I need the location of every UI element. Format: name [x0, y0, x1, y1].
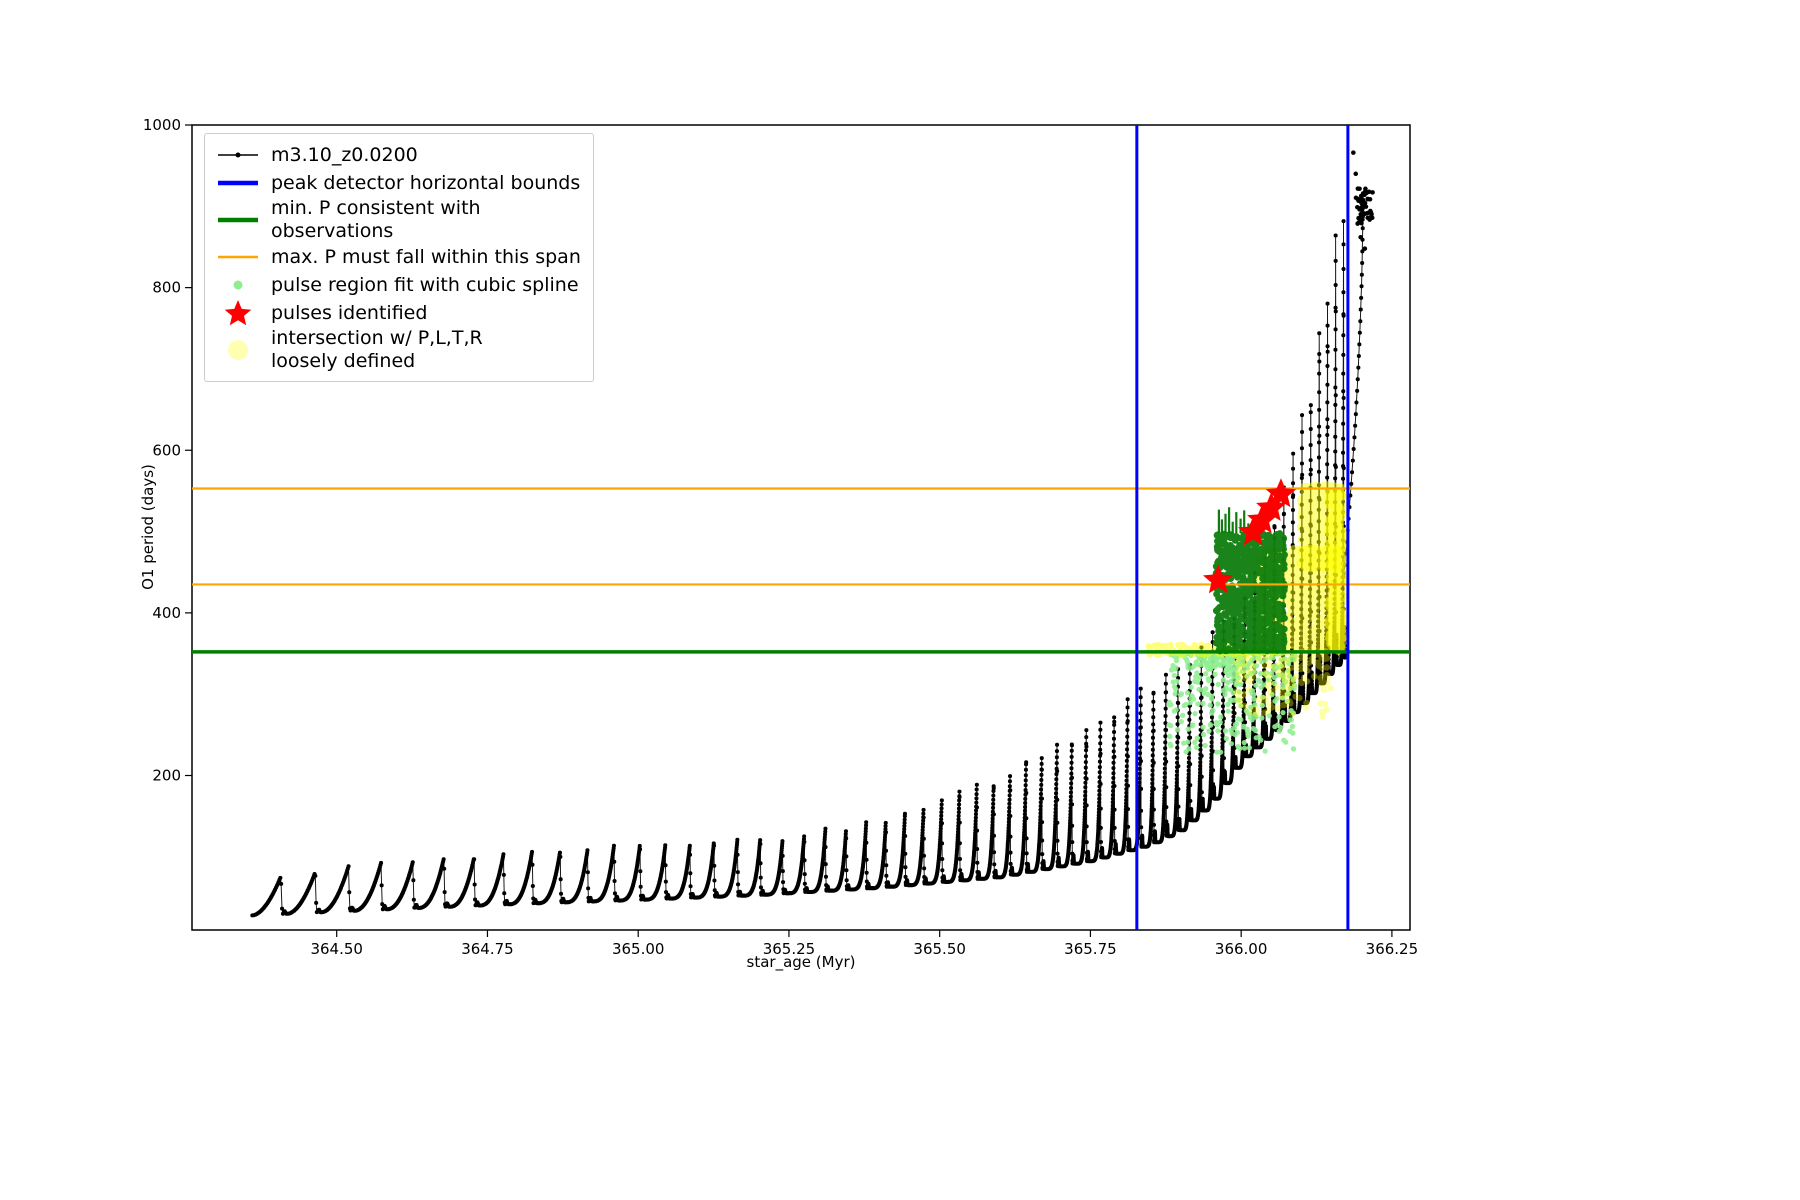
- peak-detector-bounds: [1135, 125, 1350, 930]
- pulse-star-marker: [1256, 492, 1287, 521]
- pulse-region-scatter: [1166, 650, 1298, 755]
- legend-item-5: pulses identified: [215, 299, 583, 327]
- y-axis-label: O1 period (days): [139, 464, 157, 590]
- y-tick-label: 600: [152, 441, 181, 459]
- y-tick-label: 1000: [143, 116, 181, 134]
- legend-item-6: intersection w/ P,L,T,R loosely defined: [215, 327, 583, 373]
- x-tick-label: 365.00: [612, 940, 665, 958]
- legend-item-0: m3.10_z0.0200: [215, 141, 583, 169]
- x-tick-label: 366.25: [1366, 940, 1419, 958]
- y-tick-label: 400: [152, 604, 181, 622]
- small-dot-swatch-icon: [233, 280, 243, 290]
- thick-line-swatch-icon: [218, 217, 258, 223]
- star-swatch-icon: [224, 300, 252, 326]
- legend-item-2: min. P consistent with observations: [215, 197, 583, 243]
- axes-frame: [191, 124, 1411, 931]
- legend-label-6: intersection w/ P,L,T,R loosely defined: [271, 327, 483, 372]
- x-tick-label: 365.50: [913, 940, 966, 958]
- pulse-star-marker: [1203, 564, 1234, 594]
- pulses-identified-stars: [1203, 478, 1297, 594]
- x-axis-ticks: 364.50 364.75 365.00 365.25 365.50 365.75 366.…: [310, 930, 1418, 958]
- terminal-cluster: [1351, 150, 1375, 251]
- max-period-span-lines: [192, 487, 1410, 586]
- series-line-swatch-icon: [218, 152, 258, 158]
- legend-label-5: pulses identified: [271, 301, 428, 324]
- thick-line-swatch-icon: [218, 180, 258, 186]
- pulse-star-marker: [1247, 504, 1278, 534]
- legend-swatch-1: [215, 169, 261, 197]
- green-cluster-cloud: [1212, 530, 1288, 655]
- x-tick-label: 366.00: [1215, 940, 1268, 958]
- y-tick-label: 200: [152, 767, 181, 785]
- y-axis-ticks: 200 400 600 800 1000: [143, 116, 192, 785]
- line-swatch-icon: [218, 255, 258, 259]
- legend-item-4: pulse region fit with cubic spline: [215, 271, 583, 299]
- intersection-cloud-3: [1232, 647, 1334, 720]
- legend-item-1: peak detector horizontal bounds: [215, 169, 583, 197]
- legend-label-3: max. P must fall within this span: [271, 245, 581, 268]
- pulse-star-marker: [1238, 516, 1269, 546]
- legend-swatch-3: [215, 243, 261, 271]
- legend-label-4: pulse region fit with cubic spline: [271, 273, 579, 296]
- legend-label-1: peak detector horizontal bounds: [271, 171, 581, 194]
- intersection-cloud-2: [1324, 486, 1348, 655]
- x-tick-label: 364.75: [461, 940, 514, 958]
- pulse-star-marker: [1265, 478, 1297, 508]
- big-dot-swatch-icon: [228, 340, 248, 360]
- y-tick-label: 800: [152, 279, 181, 297]
- legend-swatch-2: [215, 206, 261, 234]
- x-axis-label: star_age (Myr): [746, 953, 856, 971]
- x-tick-label: 365.75: [1064, 940, 1117, 958]
- legend-swatch-6: [215, 336, 261, 364]
- legend-swatch-5: [215, 299, 261, 327]
- legend-label-2: min. P consistent with observations: [271, 197, 481, 242]
- legend-swatch-0: [215, 141, 261, 169]
- legend-item-3: max. P must fall within this span: [215, 243, 583, 271]
- x-tick-label: 364.50: [310, 940, 363, 958]
- green-cluster: [1212, 507, 1288, 655]
- legend-label-0: m3.10_z0.0200: [271, 143, 418, 166]
- legend-swatch-4: [215, 271, 261, 299]
- x-tick-label: 365.25: [763, 940, 816, 958]
